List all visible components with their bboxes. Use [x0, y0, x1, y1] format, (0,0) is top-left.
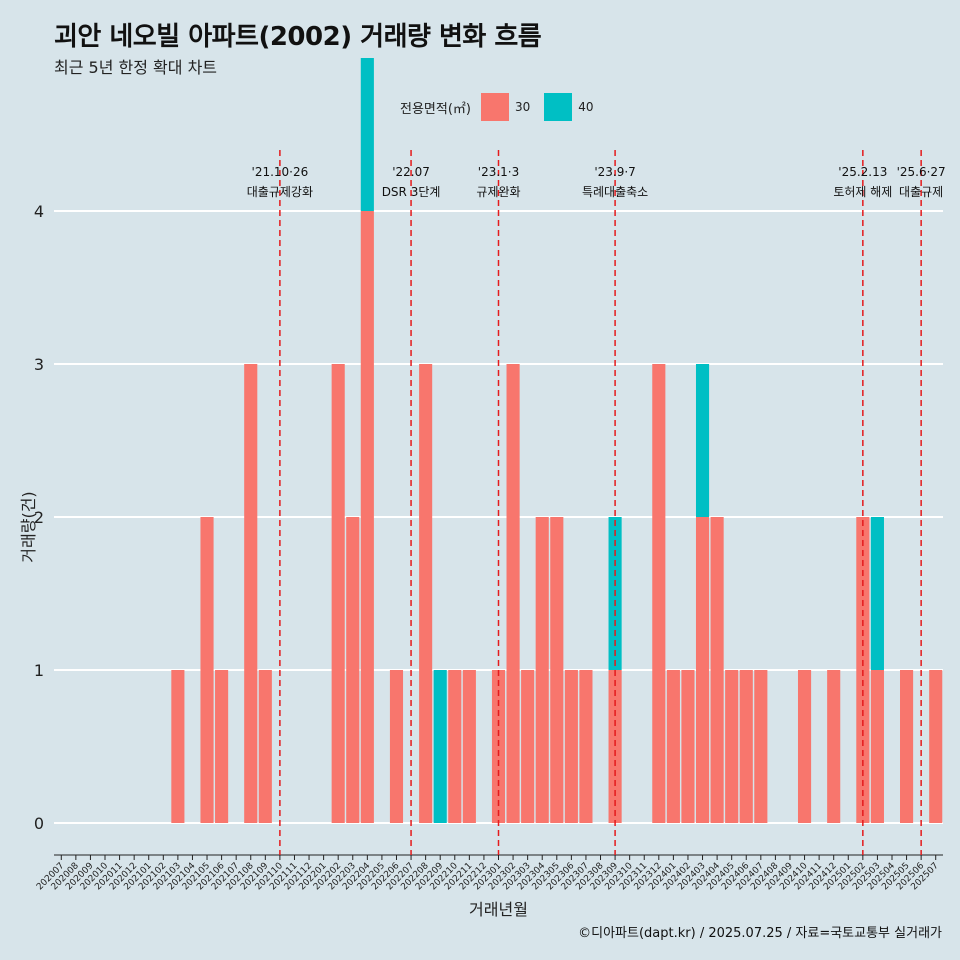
bar-40-202503: [870, 517, 884, 670]
bar-30-202208: [419, 364, 433, 823]
bar-40-202403: [695, 364, 710, 517]
bar-30-202210: [448, 670, 462, 823]
event-date-label: '25.6·27: [897, 165, 946, 179]
bar-30-202105: [200, 517, 214, 823]
event-date-label: '25.2.13: [838, 165, 887, 179]
event-date-label: '22.07: [392, 165, 430, 179]
bar-30-202403: [695, 517, 710, 823]
event-label: 특례대출축소: [582, 185, 648, 199]
event-date-label: '23.1·3: [478, 165, 519, 179]
bar-30-202206: [389, 670, 404, 823]
bar-30-202106: [215, 670, 229, 823]
bar-30-202301: [491, 670, 506, 823]
y-tick-label: 4: [34, 202, 44, 221]
bar-30-202211: [462, 670, 476, 823]
bar-30-202203: [346, 517, 360, 823]
bar-30-202303: [521, 670, 535, 823]
event-label: DSR 3단계: [382, 185, 441, 199]
legend-swatch-30: [480, 93, 509, 121]
bar-30-202109: [258, 670, 272, 823]
bar-30-202406: [739, 670, 753, 823]
bar-30-202401: [666, 670, 680, 823]
source-caption: ©디아파트(dapt.kr) / 2025.07.25 / 자료=국토교통부 실…: [578, 926, 942, 941]
bar-30-202305: [550, 517, 564, 823]
event-label: 토허제 해제: [833, 185, 892, 199]
bar-30-202404: [710, 517, 724, 823]
bar-40-202204: [360, 58, 374, 211]
event-label: 대출규제강화: [247, 185, 313, 199]
bar-30-202108: [244, 364, 258, 823]
event-date-label: '23.9·7: [594, 165, 635, 179]
y-tick-label: 1: [34, 661, 44, 680]
event-label: 대출규제: [899, 185, 943, 199]
y-tick-label: 3: [34, 355, 44, 374]
chart-subtitle: 최근 5년 한정 확대 차트: [54, 58, 218, 77]
bar-30-202405: [725, 670, 739, 823]
legend-swatch-40: [544, 93, 573, 121]
bar-30-202204: [360, 211, 374, 823]
bar-30-202402: [681, 670, 695, 823]
bar-30-202505: [900, 670, 914, 823]
bar-30-202309: [608, 670, 622, 823]
bar-30-202302: [506, 364, 520, 823]
y-axis-title: 거래량(건): [19, 491, 38, 562]
legend: 전용면적(㎡) 30 40: [400, 93, 608, 121]
y-tick-label: 0: [34, 814, 44, 833]
bar-30-202410: [797, 670, 812, 823]
bar-30-202307: [579, 670, 593, 823]
legend-label-30: 30: [514, 100, 531, 114]
bar-30-202103: [171, 670, 185, 823]
y-tick-label: 2: [34, 508, 44, 527]
legend-title: 전용면적(㎡): [400, 101, 471, 117]
bar-30-202306: [564, 670, 578, 823]
event-date-label: '21.10·26: [252, 165, 309, 179]
bar-40-202209: [433, 670, 447, 823]
bar-30-202304: [535, 517, 549, 823]
x-axis-title: 거래년월: [469, 900, 528, 919]
bar-30-202507: [929, 670, 943, 823]
bar-30-202202: [331, 364, 345, 823]
bar-30-202312: [652, 364, 666, 823]
bar-30-202412: [827, 670, 841, 823]
event-label: 규제완화: [476, 185, 520, 199]
chart-title: 괴안 네오빌 아파트(2002) 거래량 변화 흐름: [54, 22, 542, 52]
bar-30-202503: [870, 670, 884, 823]
bar-30-202407: [754, 670, 768, 823]
legend-label-40: 40: [578, 100, 594, 114]
